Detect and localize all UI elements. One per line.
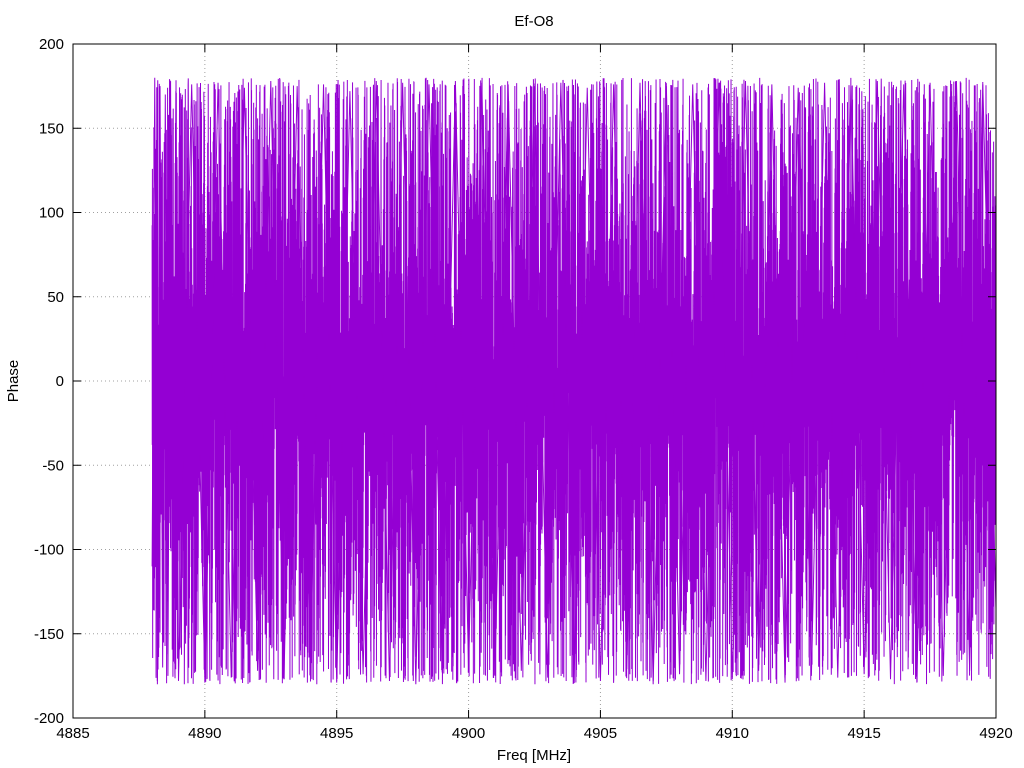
y-tick-label: 200 [39,36,64,53]
x-tick-label: 4890 [188,725,221,742]
y-tick-label: -200 [34,710,64,727]
x-axis-title: Freq [MHz] [497,747,571,764]
y-tick-label: 100 [39,205,64,222]
ticks-layer: -200 -150 -100 -50 0 50 100 150 200 4885 4890 4895 4… [34,36,1013,742]
x-tick-label: 4905 [584,725,617,742]
y-tick-label: -100 [34,542,64,559]
plot-frame [72,43,997,719]
y-axis-title: Phase [5,360,22,403]
x-tick-label: 4900 [452,725,485,742]
y-tick-label: -150 [34,626,64,643]
phase-series-samples [151,77,997,685]
x-tick-label: 4895 [320,725,353,742]
chart-title: Ef-O8 [514,13,553,30]
phase-series-line [151,77,997,685]
x-tick-label: 4920 [979,725,1012,742]
series-layer [151,77,997,685]
x-tick-label: 4910 [716,725,749,742]
y-tick-label: -50 [42,457,64,474]
x-tick-label: 4915 [847,725,880,742]
y-tick-label: 150 [39,120,64,137]
y-tick-label: 0 [56,373,64,390]
y-tick-label: 50 [47,289,64,306]
x-tick-label: 4885 [56,725,89,742]
